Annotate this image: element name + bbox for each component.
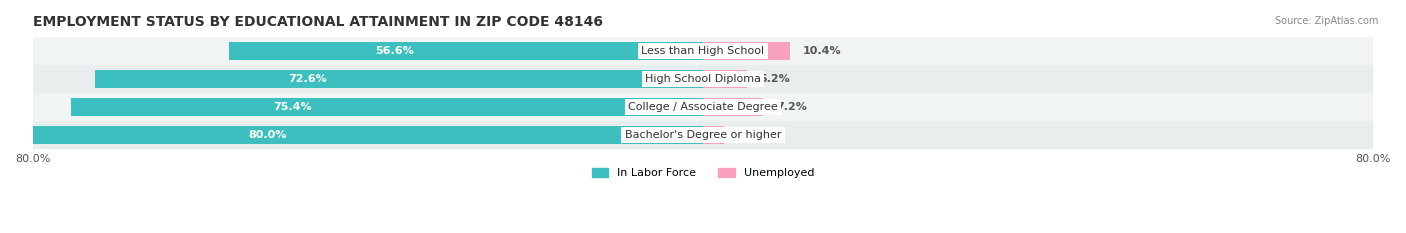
Text: Bachelor's Degree or higher: Bachelor's Degree or higher	[624, 130, 782, 140]
Bar	[703, 42, 790, 60]
Text: Source: ZipAtlas.com: Source: ZipAtlas.com	[1274, 16, 1378, 26]
Text: 10.4%: 10.4%	[803, 46, 841, 56]
Bar	[32, 121, 1374, 149]
Text: 5.2%: 5.2%	[759, 74, 790, 84]
Text: EMPLOYMENT STATUS BY EDUCATIONAL ATTAINMENT IN ZIP CODE 48146: EMPLOYMENT STATUS BY EDUCATIONAL ATTAINM…	[32, 15, 603, 29]
Text: 2.5%: 2.5%	[737, 130, 768, 140]
Text: 56.6%: 56.6%	[375, 46, 415, 56]
Bar	[703, 70, 747, 88]
Text: 7.2%: 7.2%	[776, 102, 807, 112]
Bar	[703, 98, 763, 116]
Bar	[229, 42, 703, 60]
Bar	[32, 65, 1374, 93]
Text: 80.0%: 80.0%	[247, 130, 287, 140]
Bar	[703, 126, 724, 144]
Text: High School Diploma: High School Diploma	[645, 74, 761, 84]
Bar	[72, 98, 703, 116]
Text: Less than High School: Less than High School	[641, 46, 765, 56]
Legend: In Labor Force, Unemployed: In Labor Force, Unemployed	[588, 163, 818, 183]
Text: College / Associate Degree: College / Associate Degree	[628, 102, 778, 112]
Bar	[32, 37, 1374, 65]
Text: 72.6%: 72.6%	[288, 74, 328, 84]
Bar	[94, 70, 703, 88]
Text: 75.4%: 75.4%	[273, 102, 312, 112]
Bar	[32, 93, 1374, 121]
Bar	[32, 126, 703, 144]
